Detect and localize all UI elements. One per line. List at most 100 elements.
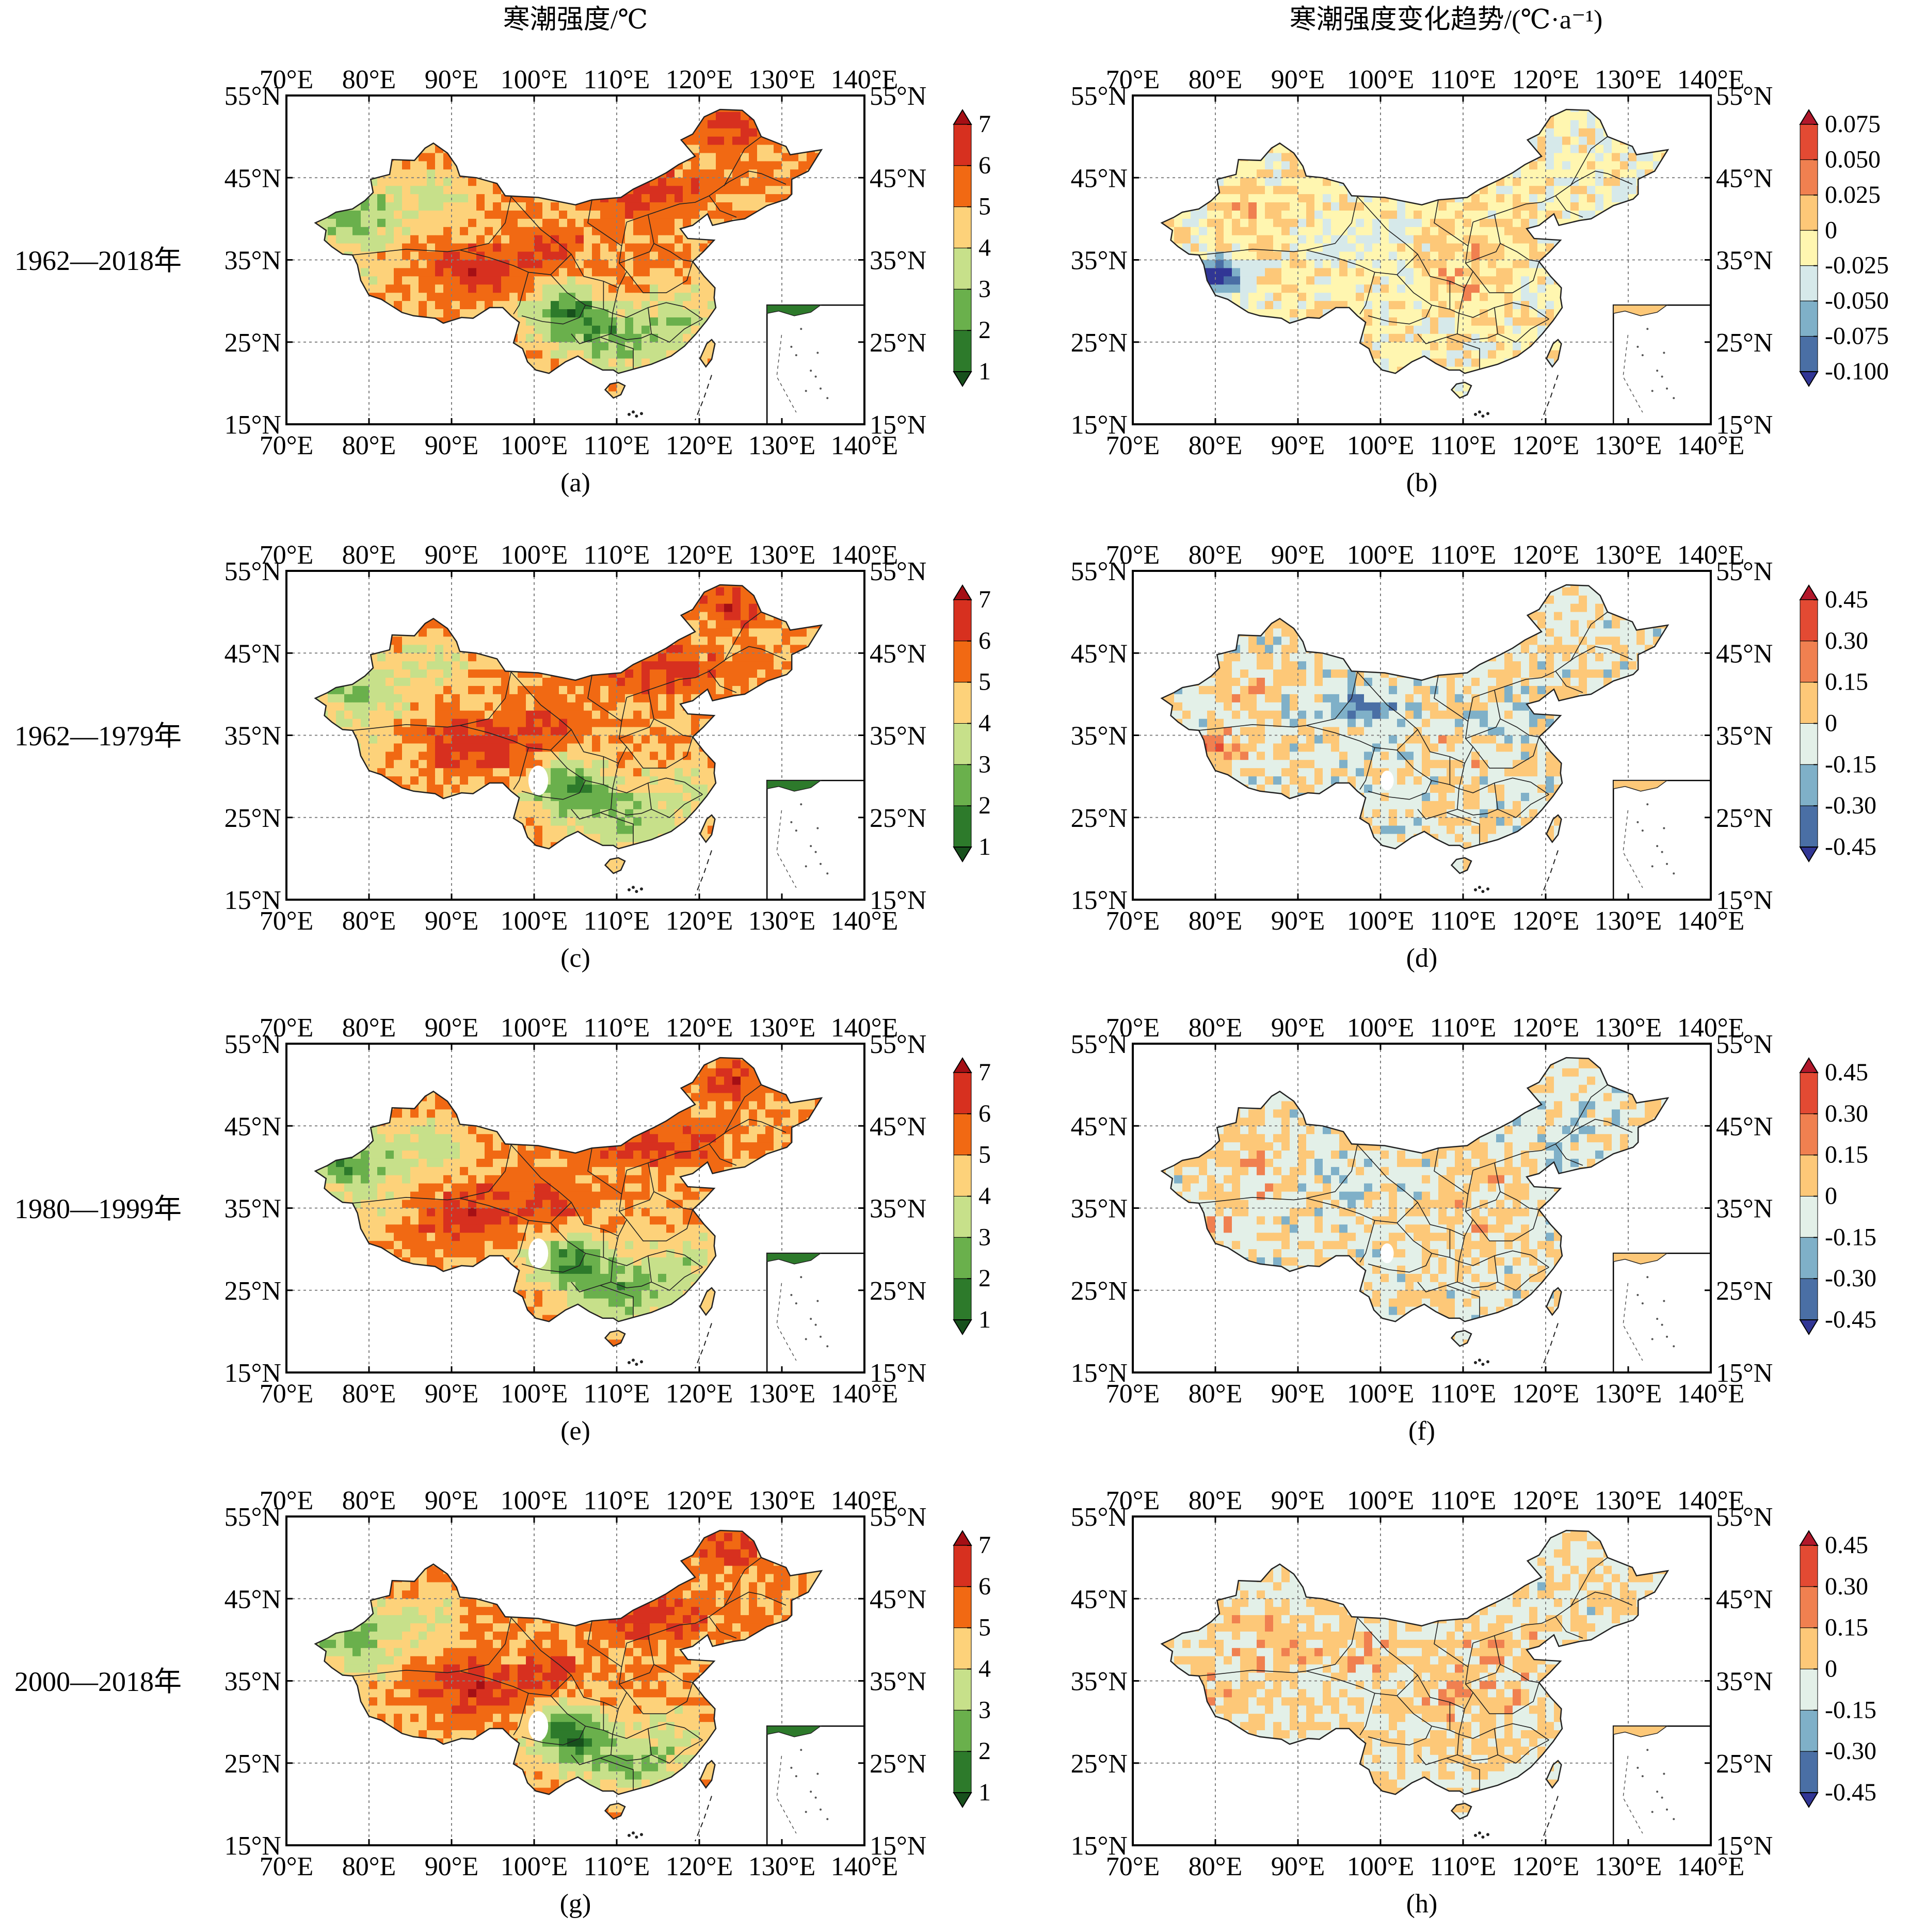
raster-cell bbox=[1422, 276, 1431, 285]
raster-cell bbox=[534, 251, 543, 261]
raster-cell bbox=[1513, 301, 1521, 310]
colorbar-label: 4 bbox=[978, 234, 991, 262]
raster-cell bbox=[1215, 218, 1224, 228]
raster-cell bbox=[1273, 202, 1282, 211]
raster-cell bbox=[518, 202, 526, 211]
lon-label-bottom: 80°E bbox=[1189, 431, 1243, 460]
raster-cell bbox=[683, 268, 692, 277]
raster-cell bbox=[1447, 342, 1455, 351]
province-boundary bbox=[459, 249, 529, 315]
raster-cell bbox=[584, 350, 592, 359]
raster-cell bbox=[1265, 268, 1274, 277]
raster-cell bbox=[1389, 227, 1398, 236]
raster-cell bbox=[1372, 284, 1381, 293]
raster-cell bbox=[1438, 251, 1447, 261]
raster-cell bbox=[1389, 243, 1398, 252]
raster-cell bbox=[1488, 202, 1497, 211]
raster-cell bbox=[699, 309, 708, 318]
raster-cell bbox=[1207, 243, 1216, 252]
raster-cell bbox=[584, 260, 592, 269]
raster-cell bbox=[501, 210, 510, 219]
raster-cell bbox=[394, 235, 403, 244]
raster-cell bbox=[716, 202, 725, 211]
raster-cell bbox=[1504, 227, 1513, 236]
raster-cell bbox=[460, 218, 469, 228]
raster-cell bbox=[361, 210, 370, 219]
raster-cell bbox=[1248, 161, 1257, 170]
raster-cell bbox=[394, 268, 403, 277]
raster-cell bbox=[1554, 120, 1563, 129]
raster-cell bbox=[435, 227, 444, 236]
raster-cell bbox=[1199, 235, 1208, 244]
raster-cell bbox=[1347, 227, 1356, 236]
raster-cell bbox=[1389, 202, 1398, 211]
raster-cell bbox=[344, 243, 353, 252]
raster-cell bbox=[641, 268, 650, 277]
raster-cell bbox=[1224, 235, 1232, 244]
raster-cell bbox=[369, 227, 378, 236]
raster-cell bbox=[724, 186, 733, 195]
raster-cell bbox=[410, 268, 419, 277]
raster-cell bbox=[765, 169, 774, 178]
raster-cell bbox=[757, 145, 766, 154]
inset-island bbox=[814, 375, 817, 378]
raster-cell bbox=[1546, 293, 1554, 301]
raster-cell bbox=[485, 210, 493, 219]
raster-cell bbox=[386, 293, 394, 301]
raster-cell bbox=[526, 260, 535, 269]
raster-cell bbox=[1455, 383, 1464, 392]
raster-cell bbox=[386, 218, 394, 228]
raster-cell bbox=[1521, 194, 1530, 203]
raster-cell bbox=[542, 325, 551, 334]
raster-cell bbox=[567, 276, 576, 285]
raster-cell bbox=[650, 350, 659, 359]
raster-cell bbox=[782, 161, 791, 170]
raster-cell bbox=[650, 194, 659, 203]
raster-cell bbox=[1339, 268, 1348, 277]
raster-cell bbox=[1389, 301, 1398, 310]
raster-cell bbox=[1298, 218, 1307, 228]
raster-cell bbox=[1372, 210, 1381, 219]
raster-cell bbox=[1529, 284, 1538, 293]
raster-cell bbox=[427, 235, 436, 244]
raster-cell bbox=[1537, 145, 1546, 154]
south-china-sea-inset bbox=[1612, 304, 1712, 425]
raster-cell bbox=[790, 161, 799, 170]
raster-cell bbox=[1603, 145, 1612, 154]
raster-cell bbox=[1306, 235, 1315, 244]
raster-cell bbox=[1314, 293, 1323, 301]
raster-cell bbox=[1323, 218, 1331, 228]
raster-cell bbox=[575, 325, 584, 334]
raster-cell bbox=[1645, 153, 1654, 162]
raster-cell bbox=[559, 235, 568, 244]
raster-cell bbox=[1306, 293, 1315, 301]
raster-cell bbox=[1356, 227, 1365, 236]
raster-cell bbox=[1422, 210, 1431, 219]
raster-cell bbox=[1438, 350, 1447, 359]
raster-cell bbox=[1356, 251, 1365, 261]
raster-cell bbox=[402, 186, 411, 195]
raster-cell bbox=[1265, 218, 1274, 228]
raster-cell bbox=[551, 284, 559, 293]
lat-label-left: 55°N bbox=[224, 82, 281, 111]
raster-cell bbox=[575, 276, 584, 285]
raster-cell bbox=[675, 309, 683, 318]
lon-label-top: 120°E bbox=[666, 65, 733, 94]
raster-cell bbox=[617, 325, 625, 334]
raster-cell bbox=[1405, 268, 1414, 277]
lon-label-top: 70°E bbox=[260, 65, 314, 94]
raster-cell bbox=[1257, 178, 1265, 186]
raster-cell bbox=[559, 251, 568, 261]
raster-cell bbox=[452, 284, 460, 293]
raster-cell bbox=[650, 317, 659, 326]
raster-cell bbox=[675, 202, 683, 211]
raster-cell bbox=[1455, 268, 1464, 277]
raster-cell bbox=[675, 186, 683, 195]
raster-cell bbox=[551, 325, 559, 334]
raster-cell bbox=[551, 210, 559, 219]
raster-cell bbox=[575, 251, 584, 261]
raster-cell bbox=[1438, 317, 1447, 326]
raster-cell bbox=[1290, 235, 1298, 244]
raster-cell bbox=[1281, 235, 1290, 244]
raster-cell bbox=[1257, 210, 1265, 219]
